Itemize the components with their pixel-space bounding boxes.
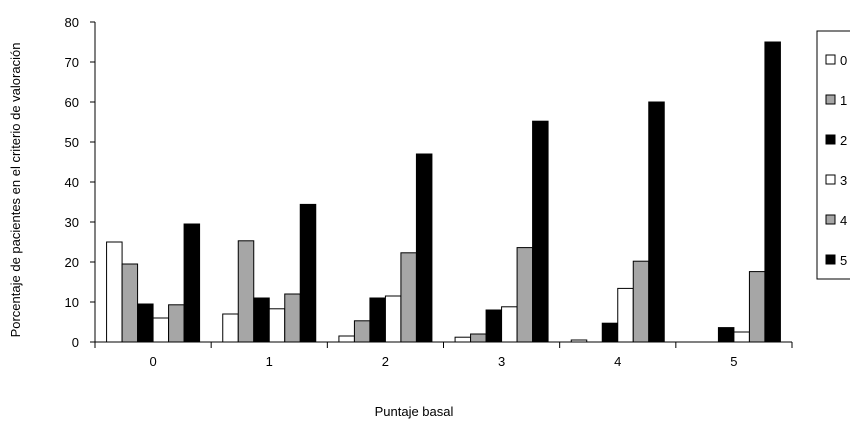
y-tick-label: 30 bbox=[65, 215, 79, 230]
bar-series-3-cat-5 bbox=[733, 331, 750, 343]
bar-series-2-cat-1 bbox=[253, 297, 270, 343]
legend-label-5: 5 bbox=[840, 253, 847, 268]
bar-series-4-cat-4 bbox=[632, 260, 650, 343]
legend-swatch-3 bbox=[825, 174, 836, 185]
bar-series-0-cat-0 bbox=[106, 241, 123, 343]
x-tick-label: 1 bbox=[266, 354, 273, 369]
bar-series-2-cat-5 bbox=[717, 327, 735, 343]
y-tick-label: 10 bbox=[65, 295, 79, 310]
y-axis-title: Porcentaje de pacientes en el criterio d… bbox=[8, 43, 23, 338]
bar-series-5-cat-1 bbox=[299, 203, 317, 343]
legend-label-0: 0 bbox=[840, 53, 847, 68]
bar-series-5-cat-0 bbox=[183, 223, 201, 343]
bar-series-4-cat-0 bbox=[168, 304, 185, 343]
legend-swatch-2 bbox=[825, 134, 836, 145]
bar-series-2-cat-2 bbox=[369, 297, 386, 343]
legend-label-2: 2 bbox=[840, 133, 847, 148]
legend-swatch-1 bbox=[825, 94, 836, 105]
bar-series-2-cat-3 bbox=[485, 309, 503, 343]
bar-series-0-cat-3 bbox=[454, 336, 472, 343]
bar-series-3-cat-3 bbox=[501, 306, 518, 343]
bar-series-0-cat-1 bbox=[222, 313, 239, 343]
bar-series-1-cat-2 bbox=[353, 320, 371, 343]
bar-series-4-cat-1 bbox=[284, 293, 301, 343]
x-tick-label: 2 bbox=[382, 354, 389, 369]
x-tick-label: 4 bbox=[614, 354, 621, 369]
bar-series-3-cat-2 bbox=[384, 295, 402, 343]
y-tick-label: 0 bbox=[72, 335, 79, 350]
legend-swatch-0 bbox=[825, 54, 836, 65]
bar-series-4-cat-5 bbox=[748, 271, 766, 343]
bar-series-4-cat-3 bbox=[516, 247, 534, 343]
x-tick-label: 0 bbox=[149, 354, 156, 369]
bar-series-1-cat-1 bbox=[237, 240, 255, 343]
bar-series-5-cat-2 bbox=[415, 153, 433, 343]
y-tick-label: 50 bbox=[65, 135, 79, 150]
legend-swatch-5 bbox=[825, 254, 836, 265]
bar-series-2-cat-0 bbox=[137, 303, 154, 343]
bar-series-5-cat-5 bbox=[764, 41, 781, 343]
legend-label-3: 3 bbox=[840, 173, 847, 188]
legend-label-1: 1 bbox=[840, 93, 847, 108]
legend-label-4: 4 bbox=[840, 213, 847, 228]
bar-series-3-cat-0 bbox=[152, 317, 170, 343]
bar-series-1-cat-3 bbox=[470, 333, 487, 343]
y-tick-label: 70 bbox=[65, 55, 79, 70]
bar-series-2-cat-4 bbox=[601, 322, 619, 343]
bar-series-5-cat-3 bbox=[532, 120, 549, 343]
legend: 0 1 2 3 4 5 bbox=[816, 30, 850, 280]
bar-series-3-cat-4 bbox=[617, 287, 634, 343]
x-tick-label: 5 bbox=[730, 354, 737, 369]
y-tick-label: 20 bbox=[65, 255, 79, 270]
bar-series-4-cat-2 bbox=[400, 252, 417, 343]
bar-series-0-cat-2 bbox=[338, 335, 355, 343]
bar-series-5-cat-4 bbox=[648, 101, 665, 343]
legend-swatch-4 bbox=[825, 214, 836, 225]
x-axis-title: Puntaje basal bbox=[375, 404, 454, 419]
y-tick-label: 80 bbox=[65, 15, 79, 30]
bar-series-3-cat-1 bbox=[268, 308, 286, 343]
axes-group: 0 10 20 30 40 50 60 70 80 0 1 2 3 4 5 bbox=[65, 15, 793, 369]
y-tick-label: 60 bbox=[65, 95, 79, 110]
bars-group bbox=[106, 41, 781, 343]
bar-series-1-cat-0 bbox=[121, 263, 139, 343]
x-tick-label: 3 bbox=[498, 354, 505, 369]
y-tick-label: 40 bbox=[65, 175, 79, 190]
legend-box bbox=[816, 30, 850, 280]
